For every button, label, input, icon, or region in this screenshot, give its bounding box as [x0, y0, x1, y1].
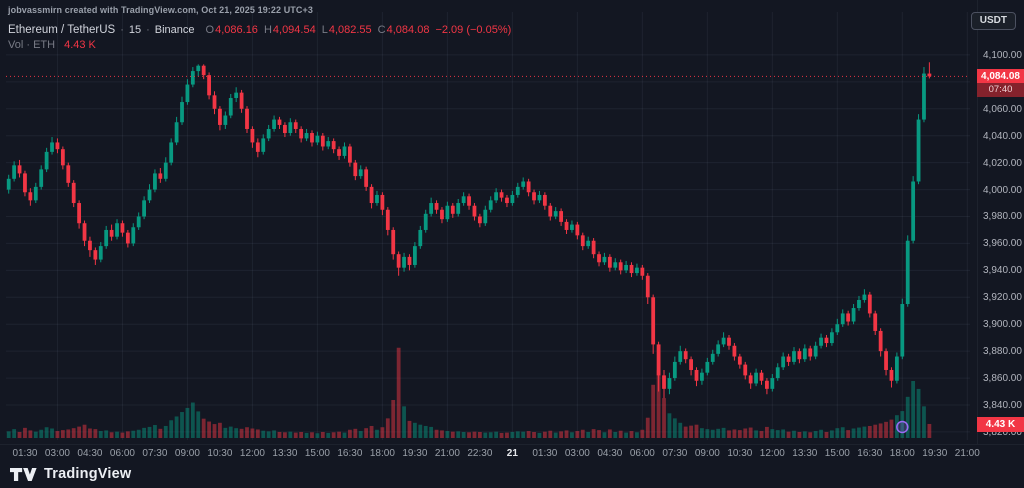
time-axis-label: 13:30 [792, 448, 818, 459]
candles-layer [6, 62, 932, 399]
low-label: L [321, 24, 328, 36]
time-axis-label: 12:00 [759, 448, 785, 459]
price-axis-label: 4,020.00 [983, 157, 1022, 169]
time-axis-label: 03:00 [44, 448, 70, 459]
time-axis-label: 10:30 [207, 448, 233, 459]
time-axis-label: 01:30 [532, 448, 558, 459]
time-axis-label: 16:30 [857, 448, 883, 459]
currency-toggle-button[interactable]: USDT [970, 12, 1016, 30]
time-axis-label: 09:00 [694, 448, 720, 459]
change-value: −2.09 (−0.05%) [435, 24, 512, 36]
time-axis-label: 10:30 [727, 448, 753, 459]
low-value: 4,082.55 [328, 24, 372, 36]
close-value: 4,084.08 [386, 24, 430, 36]
tradingview-logo-icon [10, 467, 37, 481]
price-axis-label: 3,960.00 [983, 238, 1022, 250]
snapshot-footer: TradingView [0, 460, 1024, 488]
price-axis-label: 3,900.00 [983, 319, 1022, 331]
close-label: C [377, 24, 386, 36]
price-axis-label: 3,920.00 [983, 292, 1022, 304]
time-axis-date-label: 21 [506, 448, 518, 459]
volume-current-value: 4.43 K [64, 39, 96, 51]
price-axis-label: 4,060.00 [983, 103, 1022, 115]
time-axis-label: 18:00 [369, 448, 395, 459]
time-axis-label: 07:30 [662, 448, 688, 459]
open-value: 4,086.16 [215, 24, 258, 36]
high-label: H [263, 24, 272, 36]
separator-dot: · [146, 24, 150, 36]
volume-layer [6, 347, 932, 438]
time-axis-label: 21:00 [434, 448, 460, 459]
ohlc-values: O4,086.16 H4,094.54 L4,082.55 C4,084.08 … [206, 24, 512, 36]
time-axis-label: 21:00 [954, 448, 980, 459]
event-marker-icon[interactable] [896, 420, 909, 434]
price-axis[interactable]: 4,100.00 4,060.00 4,040.00 4,020.00 4,000.00… [977, 0, 1024, 444]
bar-countdown-badge: 07:40 [977, 82, 1024, 97]
time-axis-label: 03:00 [564, 448, 590, 459]
time-axis-label: 15:00 [304, 448, 330, 459]
price-axis-label: 4,000.00 [983, 184, 1022, 196]
separator-dot: · [120, 24, 124, 36]
time-axis-label: 16:30 [337, 448, 363, 459]
time-axis-label: 13:30 [272, 448, 298, 459]
volume-study-label[interactable]: Vol · ETH [8, 39, 56, 51]
price-axis-label: 3,940.00 [983, 265, 1022, 277]
time-axis-label: 22:30 [467, 448, 493, 459]
price-axis-label: 3,820.00 [983, 426, 1022, 438]
time-axis-label: 04:30 [597, 448, 623, 459]
price-axis-label: 4,040.00 [983, 130, 1022, 142]
time-axis-label: 15:00 [824, 448, 850, 459]
time-axis-label: 18:00 [889, 448, 915, 459]
time-axis-label: 07:30 [142, 448, 168, 459]
price-axis-label: 3,880.00 [983, 346, 1022, 358]
tradingview-logo[interactable]: TradingView [10, 466, 131, 482]
time-axis-label: 19:30 [402, 448, 428, 459]
time-axis[interactable]: 01:30 03:00 04:30 06:00 07:30 09:00 10:30 12:00… [0, 444, 1024, 460]
symbol-exchange: Binance [154, 24, 195, 36]
time-axis-label: 06:00 [629, 448, 655, 459]
symbol-title[interactable]: Ethereum / TetherUS [8, 24, 116, 36]
time-axis-label: 04:30 [77, 448, 103, 459]
high-value: 4,094.54 [272, 24, 316, 36]
price-axis-label: 3,980.00 [983, 211, 1022, 223]
price-axis-label: 3,860.00 [983, 373, 1022, 385]
price-axis-label: 3,840.00 [983, 399, 1022, 411]
time-axis-label: 09:00 [174, 448, 200, 459]
time-axis-label: 19:30 [922, 448, 948, 459]
time-axis-label: 06:00 [109, 448, 135, 459]
snapshot-attribution: jobvassmirn created with TradingView.com… [8, 5, 313, 15]
volume-row[interactable]: Vol · ETH 4.43 K [8, 39, 511, 54]
symbol-interval[interactable]: 15 [128, 24, 142, 36]
current-price-badge: 4,084.08 [977, 68, 1024, 84]
time-axis-label: 12:00 [239, 448, 265, 459]
time-axis-label: 01:30 [12, 448, 38, 459]
chart-legend: Ethereum / TetherUS · 15 · Binance O4,08… [8, 24, 511, 54]
current-volume-badge: 4.43 K [977, 416, 1024, 432]
open-label: O [205, 24, 215, 36]
tradingview-wordmark: TradingView [44, 466, 132, 482]
price-axis-label: 4,100.00 [983, 49, 1022, 61]
symbol-row[interactable]: Ethereum / TetherUS · 15 · Binance O4,08… [8, 24, 511, 39]
